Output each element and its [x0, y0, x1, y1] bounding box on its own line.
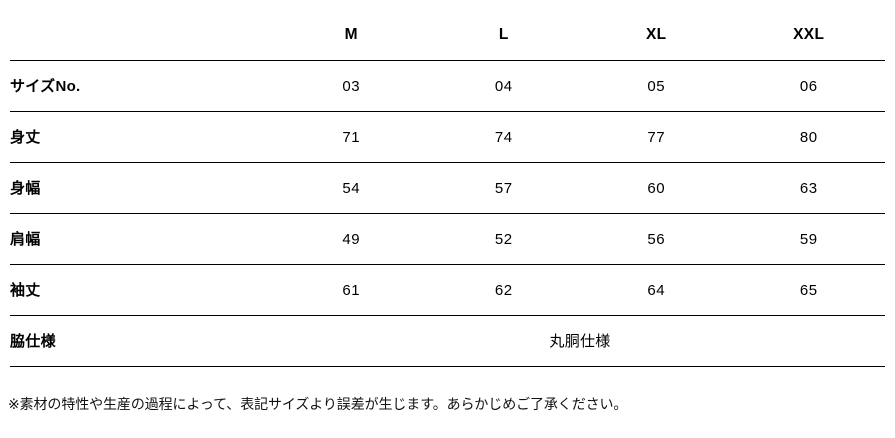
cell-shoulder-width-xl: 56	[647, 230, 666, 248]
cell-sleeve-length-m: 61	[342, 281, 361, 299]
row-label-body-width: 身幅	[10, 179, 41, 197]
cell-body-width-xl: 60	[647, 179, 666, 197]
table-header: M L XL XXL	[10, 10, 885, 61]
cell-body-length-xl: 77	[647, 128, 666, 146]
cell-body-width-l: 57	[494, 179, 513, 197]
column-header-m: M	[344, 26, 358, 44]
cell-shoulder-width-l: 52	[494, 230, 513, 248]
cell-sleeve-length-xxl: 65	[799, 281, 818, 299]
table-body: サイズNo. 03 04 05 06 身丈 71 74 77 80 身幅 54 …	[10, 61, 885, 367]
row-label-body-length: 身丈	[10, 128, 41, 146]
cell-body-length-xxl: 80	[799, 128, 818, 146]
table-row: 身幅 54 57 60 63	[10, 163, 885, 214]
cell-shoulder-width-xxl: 59	[799, 230, 818, 248]
table-row: 脇仕様 丸胴仕様	[10, 316, 885, 367]
column-header-xxl: XXL	[793, 26, 825, 44]
size-chart-table: M L XL XXL サイズNo. 03 04 05 06 身丈 71 74 7…	[10, 10, 885, 367]
column-header-l: L	[498, 26, 509, 44]
cell-sleeve-length-xl: 64	[647, 281, 666, 299]
cell-size-no-l: 04	[494, 77, 513, 95]
row-label-shoulder-width: 肩幅	[10, 230, 41, 248]
footnote-text: ※素材の特性や生産の過程によって、表記サイズより誤差が生じます。あらかじめご了承…	[8, 396, 628, 412]
row-label-size-no: サイズNo.	[10, 77, 81, 95]
cell-sleeve-length-l: 62	[494, 281, 513, 299]
table-header-row: M L XL XXL	[10, 10, 885, 61]
cell-size-no-m: 03	[342, 77, 361, 95]
cell-size-no-xl: 05	[647, 77, 666, 95]
table-row: 肩幅 49 52 56 59	[10, 214, 885, 265]
cell-shoulder-width-m: 49	[342, 230, 361, 248]
column-header-xl: XL	[645, 26, 667, 44]
cell-side-spec-merged: 丸胴仕様	[549, 332, 611, 350]
row-label-sleeve-length: 袖丈	[10, 281, 41, 299]
column-header-label	[10, 10, 275, 61]
cell-body-width-m: 54	[342, 179, 361, 197]
cell-body-length-m: 71	[342, 128, 361, 146]
table-row: 袖丈 61 62 64 65	[10, 265, 885, 316]
table-row: サイズNo. 03 04 05 06	[10, 61, 885, 112]
table-row: 身丈 71 74 77 80	[10, 112, 885, 163]
cell-body-width-xxl: 63	[799, 179, 818, 197]
row-label-side-spec: 脇仕様	[10, 332, 56, 350]
cell-body-length-l: 74	[494, 128, 513, 146]
cell-size-no-xxl: 06	[799, 77, 818, 95]
